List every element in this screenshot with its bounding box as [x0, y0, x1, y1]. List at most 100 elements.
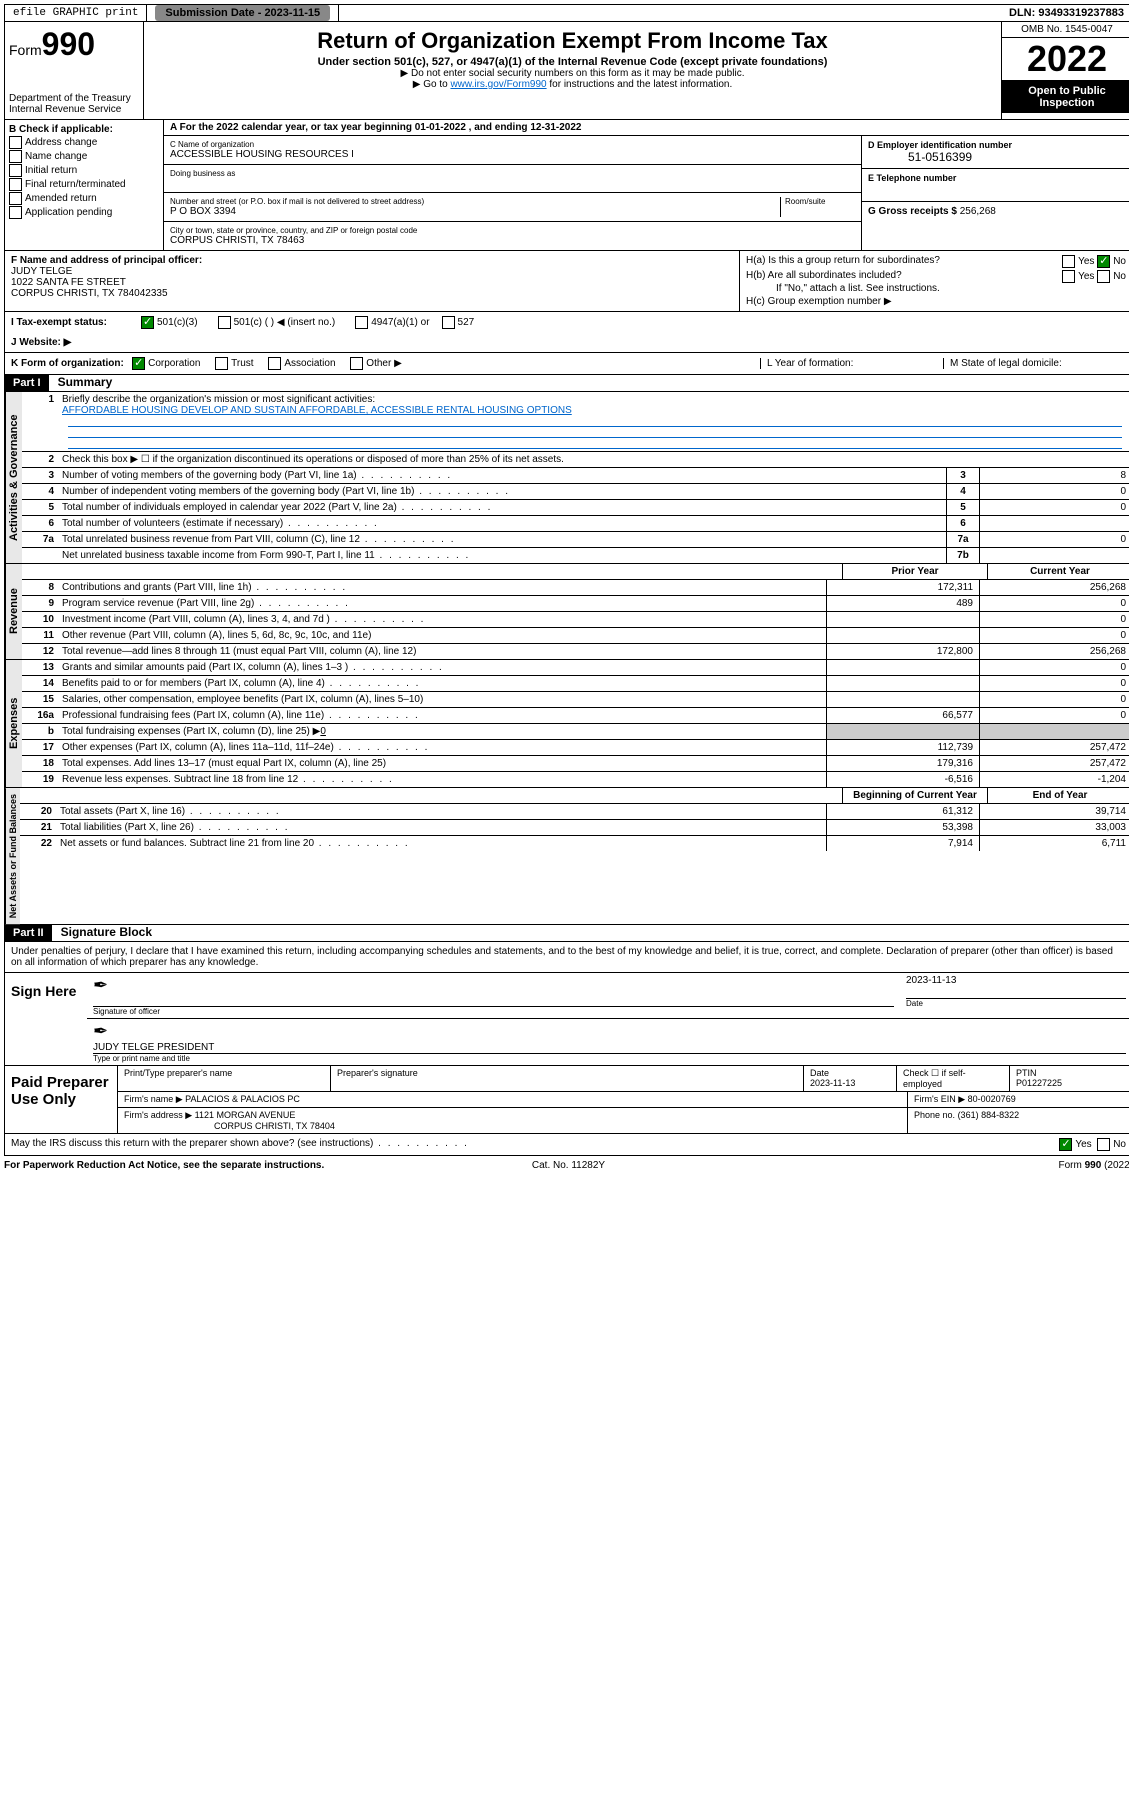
form-note-1: ▶ Do not enter social security numbers o…	[148, 68, 997, 79]
open-public-label: Open to Public Inspection	[1002, 81, 1129, 113]
submission-date-button[interactable]: Submission Date - 2023-11-15	[147, 5, 339, 21]
row-klm: K Form of organization: Corporation Trus…	[4, 353, 1129, 375]
row-l-label: L Year of formation:	[760, 358, 943, 369]
chk-address-change[interactable]: Address change	[9, 136, 159, 149]
chk-527[interactable]	[442, 316, 455, 329]
chk-501c[interactable]	[218, 316, 231, 329]
form-number: 990	[42, 26, 95, 62]
chk-501c3[interactable]	[141, 316, 154, 329]
chk-discuss-yes[interactable]	[1059, 1138, 1072, 1151]
row-i: I Tax-exempt status: 501(c)(3) 501(c) ( …	[4, 312, 1129, 333]
l14-label: Benefits paid to or for members (Part IX…	[58, 676, 826, 691]
officer-addr1: 1022 SANTA FE STREET	[11, 277, 126, 288]
chk-trust[interactable]	[215, 357, 228, 370]
room-label: Room/suite	[780, 197, 855, 217]
l5-label: Total number of individuals employed in …	[58, 500, 946, 515]
city-label: City or town, state or province, country…	[170, 226, 855, 235]
governance-tab: Activities & Governance	[5, 392, 22, 563]
part-1-title: Summary	[58, 375, 113, 389]
dln-label: DLN: 93493319237883	[1001, 5, 1129, 21]
officer-addr2: CORPUS CHRISTI, TX 784042335	[11, 288, 168, 299]
sig-officer-caption: Signature of officer	[93, 1006, 894, 1016]
chk-association[interactable]	[268, 357, 281, 370]
preparer-block: Paid Preparer Use Only Print/Type prepar…	[5, 1065, 1129, 1133]
form-title: Return of Organization Exempt From Incom…	[148, 28, 997, 54]
l22-label: Net assets or fund balances. Subtract li…	[56, 836, 826, 851]
org-address: P O BOX 3394	[170, 206, 780, 217]
chk-other[interactable]	[350, 357, 363, 370]
section-abcdefg: B Check if applicable: Address change Na…	[4, 120, 1129, 251]
current-year-header: Current Year	[987, 564, 1129, 579]
dept-label: Department of the Treasury	[9, 93, 139, 104]
l7a-val: 0	[979, 532, 1129, 547]
l6-val	[979, 516, 1129, 531]
section-fh: F Name and address of principal officer:…	[4, 251, 1129, 312]
row-k-label: K Form of organization:	[11, 358, 124, 369]
signature-block: Under penalties of perjury, I declare th…	[4, 942, 1129, 1156]
may-discuss-label: May the IRS discuss this return with the…	[11, 1138, 1059, 1151]
chk-amended-return[interactable]: Amended return	[9, 192, 159, 205]
l10-label: Investment income (Part VIII, column (A)…	[58, 612, 826, 627]
part-1-header: Part I Summary	[4, 375, 1129, 392]
prior-year-header: Prior Year	[842, 564, 987, 579]
part-1-badge: Part I	[5, 375, 49, 391]
l12-label: Total revenue—add lines 8 through 11 (mu…	[58, 644, 826, 659]
chk-discuss-no[interactable]	[1097, 1138, 1110, 1151]
l1-label: Briefly describe the organization's miss…	[62, 394, 375, 405]
box-g: G Gross receipts $ 256,268	[862, 202, 1129, 250]
l17-label: Other expenses (Part IX, column (A), lin…	[58, 740, 826, 755]
omb-label: OMB No. 1545-0047	[1002, 22, 1129, 38]
preparer-label: Paid Preparer Use Only	[5, 1066, 117, 1133]
chk-application-pending[interactable]: Application pending	[9, 206, 159, 219]
box-f: F Name and address of principal officer:…	[5, 251, 739, 311]
sig-date: 2023-11-13	[906, 975, 1126, 986]
sign-here-label: Sign Here	[5, 973, 87, 1065]
footer-left: For Paperwork Reduction Act Notice, see …	[4, 1160, 324, 1171]
row-j-label: J Website: ▶	[11, 337, 71, 348]
l7b-label: Net unrelated business taxable income fr…	[58, 548, 946, 563]
ein-value: 51-0516399	[868, 150, 1126, 164]
chk-name-change[interactable]: Name change	[9, 150, 159, 163]
expenses-tab: Expenses	[5, 660, 22, 787]
ha-label: H(a) Is this a group return for subordin…	[746, 255, 940, 266]
box-d-label: D Employer identification number	[868, 140, 1126, 150]
box-f-label: F Name and address of principal officer:	[11, 255, 202, 266]
col-de: D Employer identification number 51-0516…	[862, 136, 1129, 250]
hb-label: H(b) Are all subordinates included?	[746, 270, 902, 281]
row-a: A For the 2022 calendar year, or tax yea…	[164, 120, 1129, 136]
chk-4947[interactable]	[355, 316, 368, 329]
chk-final-return[interactable]: Final return/terminated	[9, 178, 159, 191]
tax-year: 2022	[1002, 38, 1129, 81]
page-footer: For Paperwork Reduction Act Notice, see …	[4, 1156, 1129, 1175]
chk-initial-return[interactable]: Initial return	[9, 164, 159, 177]
l6-label: Total number of volunteers (estimate if …	[58, 516, 946, 531]
box-e: E Telephone number	[862, 169, 1129, 202]
l21-label: Total liabilities (Part X, line 26)	[56, 820, 826, 835]
part-2-title: Signature Block	[61, 925, 152, 939]
irs-label: Internal Revenue Service	[9, 104, 139, 115]
netassets-block: Net Assets or Fund Balances Beginning of…	[4, 788, 1129, 925]
chk-corporation[interactable]	[132, 357, 145, 370]
col-cde: A For the 2022 calendar year, or tax yea…	[164, 120, 1129, 250]
governance-block: Activities & Governance 1 Briefly descri…	[4, 392, 1129, 564]
org-city: CORPUS CHRISTI, TX 78463	[170, 235, 855, 246]
l7b-val	[979, 548, 1129, 563]
hc-label: H(c) Group exemption number ▶	[746, 296, 1126, 307]
form-year-block: OMB No. 1545-0047 2022 Open to Public In…	[1001, 22, 1129, 119]
prep-h1: Print/Type preparer's name	[118, 1066, 331, 1091]
footer-mid: Cat. No. 11282Y	[380, 1160, 756, 1171]
l16b-label: Total fundraising expenses (Part IX, col…	[58, 724, 826, 739]
mission-text[interactable]: AFFORDABLE HOUSING DEVELOP AND SUSTAIN A…	[62, 405, 572, 416]
l3-label: Number of voting members of the governin…	[58, 468, 946, 483]
form-id-block: Form990 Department of the Treasury Inter…	[5, 22, 144, 119]
box-b-label: B Check if applicable:	[9, 124, 159, 135]
irs-link[interactable]: www.irs.gov/Form990	[450, 79, 546, 90]
l7a-label: Total unrelated business revenue from Pa…	[58, 532, 946, 547]
row-m-label: M State of legal domicile:	[943, 358, 1126, 369]
prep-h4: Check ☐ if self-employed	[897, 1066, 1010, 1091]
row-i-label: I Tax-exempt status:	[11, 317, 141, 328]
form-note-2: ▶ Go to www.irs.gov/Form990 for instruct…	[148, 79, 997, 90]
netassets-tab: Net Assets or Fund Balances	[5, 788, 20, 924]
sig-declaration: Under penalties of perjury, I declare th…	[5, 942, 1129, 972]
l13-label: Grants and similar amounts paid (Part IX…	[58, 660, 826, 675]
